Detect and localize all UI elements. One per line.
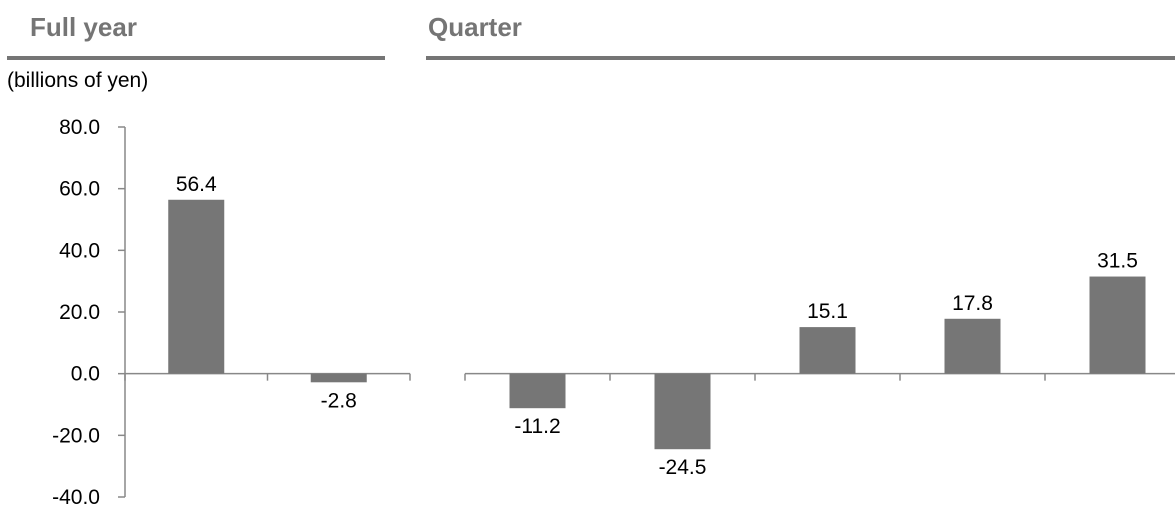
quarter-bar: [1089, 276, 1146, 374]
y-tick-label: -20.0: [52, 424, 100, 447]
quarter-data-label: -24.5: [659, 456, 707, 479]
quarter-data-label: 15.1: [807, 300, 848, 323]
y-tick-label: 40.0: [59, 239, 100, 262]
y-tick-label: -40.0: [52, 486, 100, 508]
y-tick-label: 20.0: [59, 301, 100, 324]
y-tick-label: 80.0: [59, 116, 100, 139]
y-axis-unit-label: (billions of yen): [7, 69, 149, 92]
quarter-data-label: 17.8: [952, 292, 993, 315]
quarter-data-label: 31.5: [1097, 250, 1138, 273]
full-year-rule: [7, 56, 385, 60]
quarter-bar: [799, 327, 856, 374]
quarter-data-label: -11.2: [514, 415, 560, 438]
quarter-bar: [509, 373, 566, 409]
quarter-rule: [426, 56, 1175, 60]
quarter-bar: [944, 318, 1001, 374]
y-tick-label: 60.0: [59, 178, 100, 201]
full-year-bar: [310, 373, 367, 383]
full-year-title: Full year: [30, 12, 137, 42]
y-tick-label: 0.0: [71, 363, 100, 386]
quarter-bar: [654, 373, 711, 450]
full-year-bar: [168, 199, 225, 374]
full-year-data-label: -2.8: [321, 389, 357, 412]
full-year-data-label: 56.4: [176, 173, 217, 196]
quarter-title: Quarter: [428, 12, 522, 42]
